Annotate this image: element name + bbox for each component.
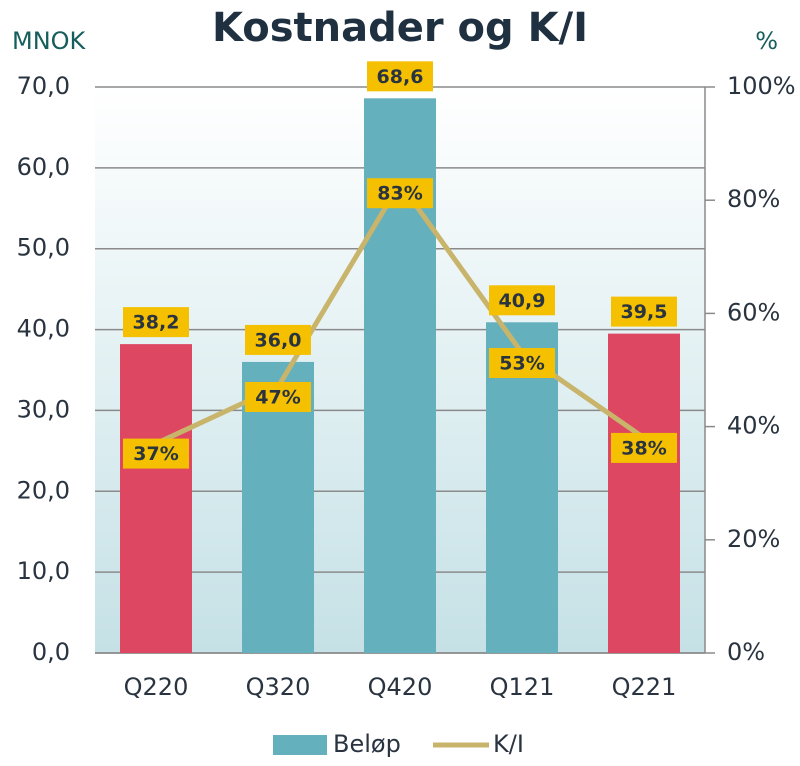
legend-swatch (273, 735, 327, 755)
y2-tick-label: 20% (727, 525, 780, 553)
x-tick-label: Q420 (368, 673, 433, 701)
data-label-box (367, 178, 433, 209)
legend-label: Beløp (333, 730, 401, 758)
chart-title: Kostnader og K/I (212, 5, 588, 51)
y-tick-label: 30,0 (17, 395, 70, 423)
data-label-box (489, 348, 555, 379)
data-label-box (611, 432, 677, 463)
data-label: 53% (499, 353, 544, 375)
y-tick-label: 60,0 (17, 153, 70, 181)
data-label-box (367, 61, 433, 92)
y2-tick-label: 40% (727, 412, 780, 440)
data-label: 40,9 (499, 290, 546, 312)
x-tick-label: Q320 (246, 673, 311, 701)
x-tick-label: Q220 (124, 673, 189, 701)
data-label: 36,0 (255, 329, 302, 351)
y-tick-label: 10,0 (17, 557, 70, 585)
y-tick-label: 70,0 (17, 72, 70, 100)
data-label: 38,2 (133, 312, 180, 334)
data-label-box (123, 307, 189, 338)
y2-tick-label: 80% (727, 185, 780, 213)
data-label-box (611, 296, 677, 327)
y2-tick-label: 0% (727, 638, 765, 666)
y-axis-title: MNOK (12, 27, 87, 55)
data-label-box (245, 381, 311, 412)
bar (120, 344, 192, 653)
x-tick-label: Q221 (612, 673, 677, 701)
data-label: 37% (133, 443, 178, 465)
y2-tick-label: 100% (727, 72, 796, 100)
data-label-box (123, 438, 189, 469)
y2-tick-label: 60% (727, 298, 780, 326)
x-tick-label: Q121 (490, 673, 555, 701)
data-label-box (489, 285, 555, 316)
y-tick-label: 0,0 (32, 638, 70, 666)
y-tick-label: 50,0 (17, 234, 70, 262)
y2-axis-title: % (755, 27, 778, 55)
data-label-box (245, 324, 311, 355)
data-label: 47% (255, 386, 300, 408)
data-label: 39,5 (621, 301, 668, 323)
y-tick-label: 40,0 (17, 315, 70, 343)
data-label: 83% (377, 183, 422, 205)
data-label: 38% (621, 437, 666, 459)
legend-label: K/I (493, 730, 524, 758)
data-label: 68,6 (377, 66, 424, 88)
bar (608, 333, 680, 653)
y-tick-label: 20,0 (17, 476, 70, 504)
